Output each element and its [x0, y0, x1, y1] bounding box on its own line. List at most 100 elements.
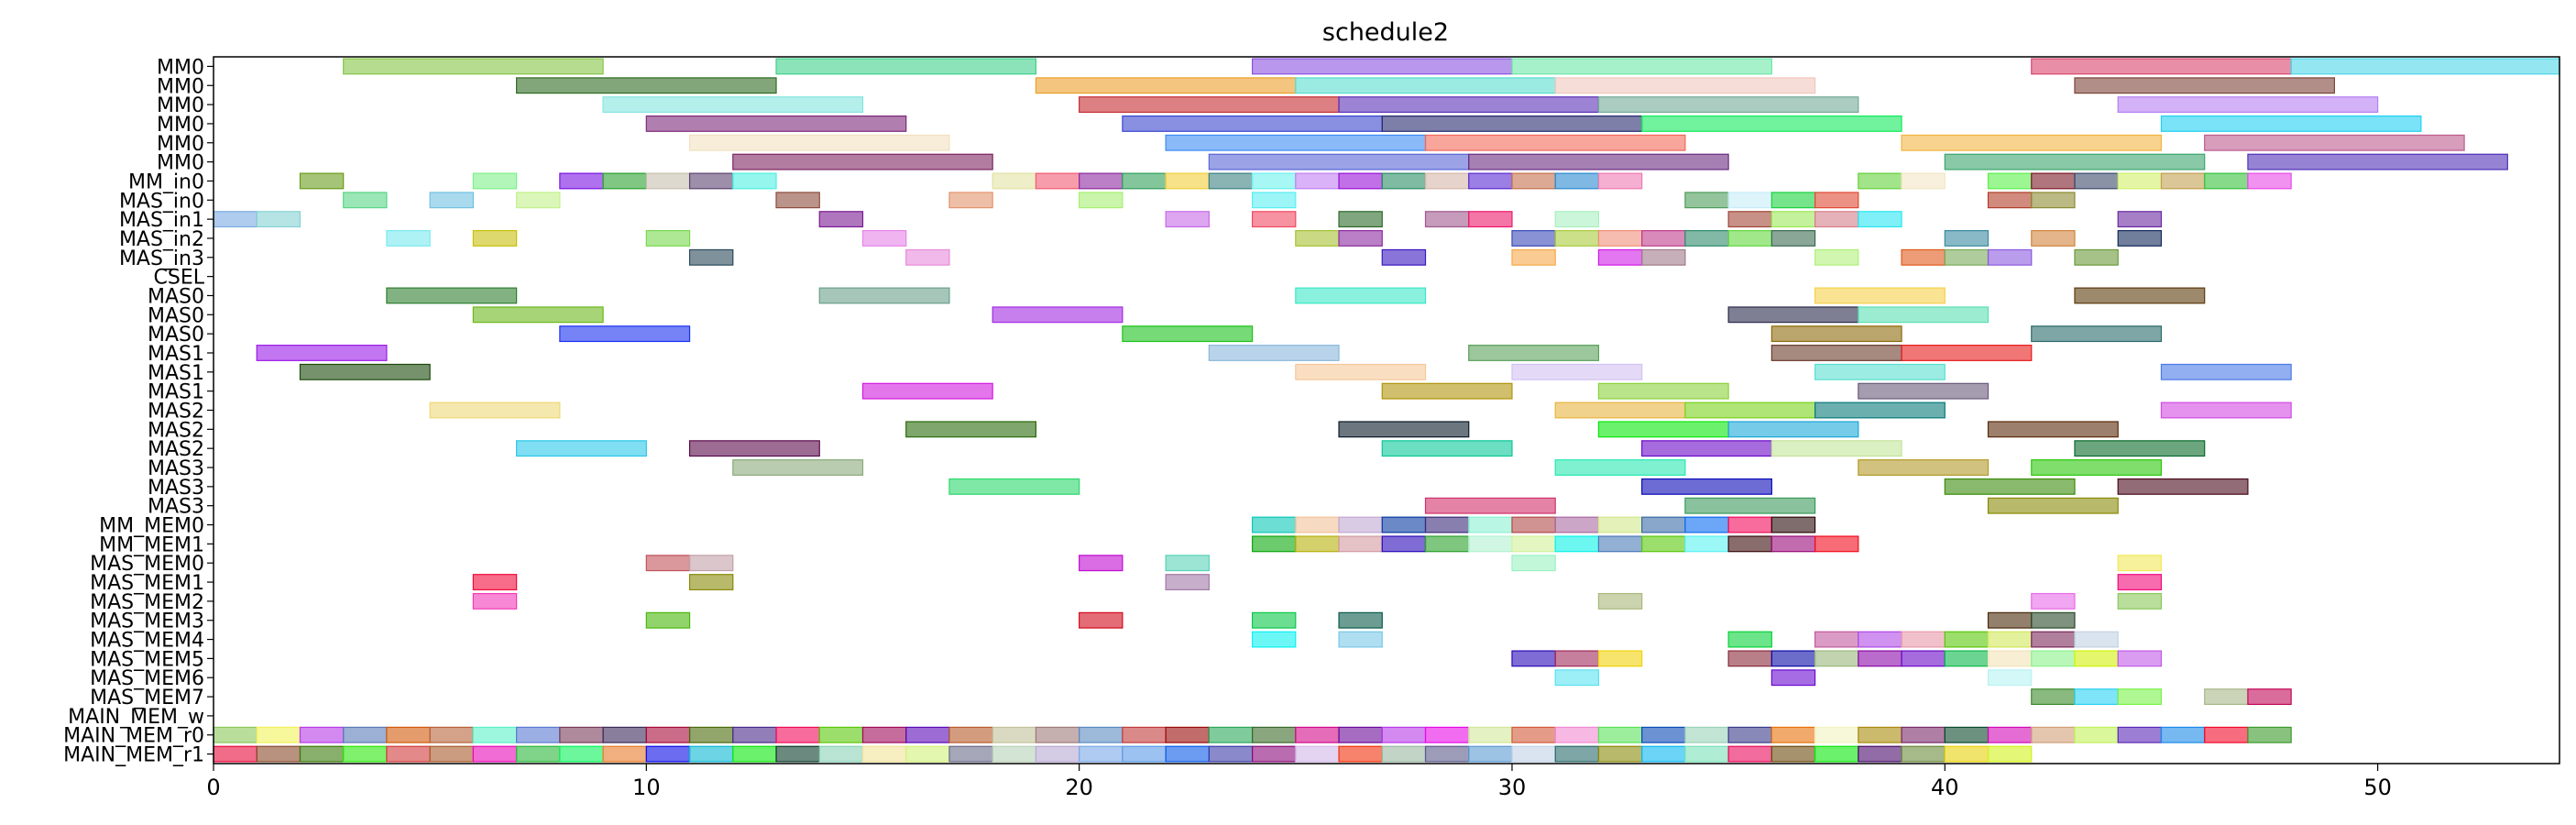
task-bar	[1814, 192, 1859, 209]
task-bar	[992, 172, 1037, 190]
task-bar	[948, 745, 993, 763]
task-bar	[1338, 631, 1383, 648]
task-bar	[1814, 402, 1946, 419]
task-bar	[1554, 77, 1816, 94]
task-bar	[1727, 745, 1772, 763]
task-bar	[1684, 745, 1729, 763]
task-bar	[1295, 363, 1427, 380]
task-bar	[299, 745, 345, 763]
task-bar	[1424, 535, 1470, 553]
task-bar	[1165, 172, 1210, 190]
task-bar	[1035, 77, 1297, 94]
task-bar	[1511, 535, 1556, 553]
task-bar	[1858, 745, 1902, 763]
task-bar	[2160, 115, 2422, 132]
task-bar	[1338, 230, 1383, 247]
task-bar	[1338, 745, 1383, 763]
task-bar	[905, 726, 950, 743]
task-bar	[1597, 535, 1643, 553]
task-bar	[645, 230, 691, 247]
task-bar	[1424, 745, 1470, 763]
task-bar	[1987, 745, 2033, 763]
task-bar	[1597, 96, 1859, 114]
task-bar	[1597, 382, 1729, 400]
task-bar	[1424, 497, 1556, 514]
task-bar	[2204, 172, 2249, 190]
task-bar	[559, 726, 604, 743]
task-bar	[732, 726, 777, 743]
task-bar	[1684, 516, 1729, 534]
task-bar	[2074, 631, 2119, 648]
task-bar	[2074, 650, 2119, 667]
task-bar	[1208, 345, 1340, 361]
task-bar	[1122, 745, 1167, 763]
task-bar	[1814, 363, 1946, 380]
task-bar	[1944, 248, 1990, 266]
task-bar	[1770, 440, 1902, 457]
task-bar	[1079, 745, 1124, 763]
task-bar	[1079, 96, 1340, 114]
task-bar	[992, 726, 1037, 743]
task-bar	[2074, 440, 2206, 457]
task-bar	[688, 172, 734, 190]
task-bar	[1424, 726, 1470, 743]
task-bar	[1987, 421, 2119, 438]
task-bar	[1511, 248, 1556, 266]
task-bar	[256, 211, 301, 228]
task-bar	[1208, 153, 1470, 170]
task-bar	[1251, 631, 1297, 648]
y-tick-label: MAS0	[148, 304, 204, 327]
task-bar	[1165, 574, 1210, 590]
task-bar	[688, 726, 734, 743]
task-bar	[1944, 230, 1990, 247]
task-bar	[1165, 211, 1210, 228]
task-bar	[688, 134, 950, 151]
task-bar	[1251, 192, 1297, 209]
task-bar	[1597, 421, 1729, 438]
task-bar	[1295, 726, 1340, 743]
task-bar	[1468, 535, 1513, 553]
y-tick-label: CSEL	[154, 267, 205, 290]
task-bar	[2031, 230, 2076, 247]
task-bar	[1987, 192, 2033, 209]
task-bar	[2117, 555, 2163, 572]
task-bar	[1814, 631, 1859, 648]
task-bar	[1987, 497, 2119, 514]
task-bar	[1727, 516, 1772, 534]
y-tick-label: MAS_MEM1	[90, 572, 204, 595]
task-bar	[645, 745, 691, 763]
task-bar	[559, 172, 604, 190]
task-bar	[1165, 134, 1427, 151]
task-bar	[775, 745, 820, 763]
task-bar	[2074, 726, 2119, 743]
task-bar	[1338, 172, 1383, 190]
y-tick-label: MAS2	[148, 401, 204, 424]
task-bar	[1858, 211, 1902, 228]
task-bar	[602, 745, 647, 763]
task-bar	[1597, 172, 1643, 190]
y-tick-label: MAS_MEM7	[90, 687, 204, 710]
task-bar	[559, 745, 604, 763]
task-bar	[516, 77, 777, 94]
task-bar	[948, 478, 1080, 495]
task-bar	[1381, 726, 1427, 743]
task-bar	[2204, 688, 2249, 706]
task-bar	[1727, 650, 1772, 667]
task-bar	[516, 726, 561, 743]
task-bar	[1727, 192, 1772, 209]
task-bar	[1208, 726, 1254, 743]
task-bar	[1468, 153, 1729, 170]
task-bar	[1511, 516, 1556, 534]
task-bar	[516, 440, 647, 457]
task-bar	[688, 440, 820, 457]
task-bar	[343, 726, 388, 743]
task-bar	[948, 726, 993, 743]
task-bar	[1987, 631, 2033, 648]
task-bar	[1770, 535, 1816, 553]
task-bar	[1338, 516, 1383, 534]
x-tick-label: 0	[206, 775, 220, 800]
task-bar	[1770, 650, 1816, 667]
task-bar	[861, 230, 907, 247]
task-bar	[1597, 650, 1643, 667]
